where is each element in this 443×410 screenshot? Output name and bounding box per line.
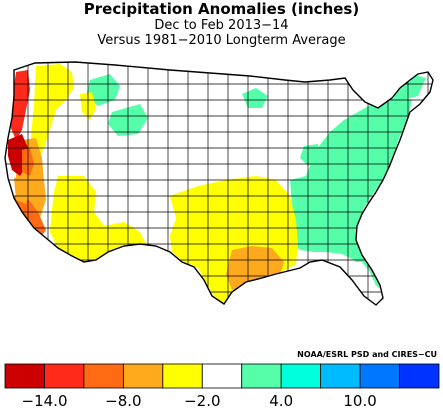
- fill-great-lakes-wet-4: [300, 144, 320, 166]
- data-credit: NOAA/ESRL PSD and CIRES−CU: [297, 350, 437, 359]
- legend-swatch: [122, 363, 164, 389]
- fill-great-lakes-wet-3: [242, 88, 268, 108]
- us-precipitation-anomaly-map: [4, 61, 434, 306]
- legend-swatch: [280, 363, 322, 389]
- fill-florida-neutral: [352, 262, 380, 298]
- legend-tick-label: 4.0: [269, 392, 294, 410]
- county-division-lines: [5, 62, 433, 305]
- division-lines-horizontal: [5, 83, 433, 293]
- legend-swatch: [320, 363, 361, 389]
- legend-swatch: [83, 363, 124, 389]
- fill-oregon-coast-dry: [10, 70, 30, 140]
- fill-louisiana-moderate-dry: [226, 246, 284, 290]
- map-subtitle-baseline: Versus 1981−2010 Longterm Average: [97, 33, 346, 48]
- division-lines-vertical: [27, 62, 429, 305]
- legend-tick-label: −2.0: [184, 392, 221, 410]
- fill-central-coast-moderate-dry: [14, 176, 30, 204]
- map-title: Precipitation Anomalies (inches): [83, 0, 360, 18]
- fill-mountain-west-dry: [30, 64, 74, 160]
- legend-swatch: [44, 363, 85, 389]
- fill-socal-moderate-dry: [14, 196, 46, 238]
- legend-swatch: [162, 363, 203, 389]
- legend-tick-labels: −14.0 −8.0 −2.0 4.0 10.0: [0, 392, 443, 410]
- legend-tick-label: −8.0: [105, 392, 142, 410]
- legend-swatch: [201, 363, 243, 389]
- fill-great-lakes-wet-1: [86, 74, 120, 106]
- legend-swatch: [359, 363, 400, 389]
- us-outline: [4, 61, 434, 306]
- legend-tick-label: 10.0: [343, 392, 377, 410]
- fill-southwest-dry: [50, 176, 148, 262]
- legend-swatch: [241, 363, 282, 389]
- legend-swatch: [4, 363, 45, 389]
- fill-southeast-wet: [290, 96, 412, 290]
- legend-tick-label: −14.0: [21, 392, 68, 410]
- legend-swatch: [399, 363, 440, 389]
- color-legend: [4, 363, 440, 389]
- map-subtitle-period: Dec to Feb 2013−14: [154, 18, 289, 33]
